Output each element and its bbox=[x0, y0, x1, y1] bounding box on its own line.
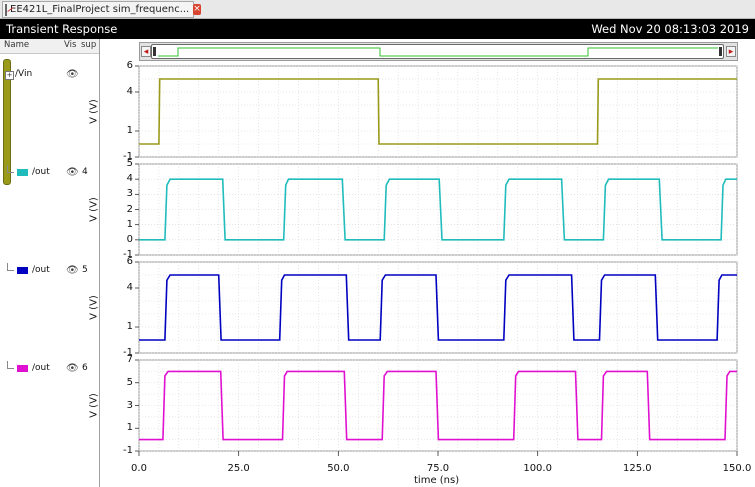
x-tick-label: 0.0 bbox=[131, 463, 147, 474]
y-tick-label: 3 bbox=[126, 188, 133, 200]
x-tick-label: 25.0 bbox=[227, 463, 250, 474]
waveform-window-icon bbox=[5, 3, 7, 16]
right-grip-handle[interactable] bbox=[719, 47, 722, 56]
x-tick-label: 150.0 bbox=[722, 463, 752, 474]
y-axis-title: V (V) bbox=[88, 98, 100, 124]
window-titlebar: Transient Response Wed Nov 20 08:13:03 2… bbox=[0, 19, 755, 39]
signal-list-panel: Name Vis sup + /Vin 👁 /out 👁 4 /out 👁 5 … bbox=[0, 39, 100, 487]
vertical-scrollbar-thumb[interactable] bbox=[3, 59, 11, 185]
y-axis-title: V (V) bbox=[88, 196, 100, 222]
x-axis-title: time (ns) bbox=[414, 475, 460, 486]
y-tick-label: -1 bbox=[123, 151, 133, 162]
column-sup-header[interactable]: sup bbox=[81, 40, 97, 50]
signal-trace bbox=[139, 178, 737, 241]
column-vis-header[interactable]: Vis bbox=[64, 40, 77, 50]
overview-trace bbox=[158, 47, 718, 57]
signal-row-vin[interactable]: + /Vin 👁 bbox=[0, 68, 99, 82]
tab-bar: EE421L_FinalProject sim_frequenc... × bbox=[0, 0, 755, 19]
y-tick-label: 5 bbox=[126, 376, 133, 388]
y-tick-label: 5 bbox=[126, 158, 133, 169]
close-icon[interactable]: × bbox=[193, 4, 201, 15]
color-swatch bbox=[17, 169, 28, 176]
y-tick-label: 1 bbox=[126, 125, 133, 136]
left-grip-handle[interactable] bbox=[153, 47, 156, 56]
x-tick-label: 100.0 bbox=[523, 463, 552, 474]
x-tick-label: 50.0 bbox=[327, 463, 350, 474]
window-title: Transient Response bbox=[6, 22, 118, 36]
eye-icon[interactable]: 👁 bbox=[66, 363, 79, 374]
column-name-header[interactable]: Name bbox=[4, 40, 30, 50]
y-tick-label: 4 bbox=[126, 86, 133, 97]
y-tick-label: -1 bbox=[123, 445, 133, 456]
color-swatch bbox=[17, 267, 28, 274]
tree-branch bbox=[7, 361, 14, 369]
scroll-right-arrow-icon[interactable]: ▸ bbox=[726, 46, 736, 57]
signal-list-header: Name Vis sup bbox=[0, 39, 99, 54]
x-tick-label: 125.0 bbox=[623, 463, 652, 474]
signal-name: /Vin bbox=[15, 69, 33, 79]
y-tick-label: -1 bbox=[123, 347, 133, 358]
y-axis-title: V (V) bbox=[88, 392, 100, 418]
timestamp: Wed Nov 20 08:13:03 2019 bbox=[591, 22, 749, 36]
signal-number: 6 bbox=[82, 363, 88, 373]
color-swatch bbox=[17, 365, 28, 372]
y-axis-title: V (V) bbox=[88, 294, 100, 320]
expand-icon[interactable]: + bbox=[5, 71, 14, 80]
tree-branch bbox=[7, 165, 14, 173]
y-tick-label: 3 bbox=[126, 399, 133, 411]
y-tick-label: 2 bbox=[126, 203, 133, 215]
signal-trace bbox=[139, 78, 737, 145]
y-tick-label: 1 bbox=[126, 422, 133, 434]
time-overview-scrollbar[interactable]: ◂ ▸ bbox=[139, 42, 738, 61]
signal-number: 5 bbox=[82, 265, 88, 275]
signal-name: /out bbox=[32, 363, 50, 373]
eye-icon[interactable]: 👁 bbox=[66, 167, 79, 178]
signal-name: /out bbox=[32, 265, 50, 275]
y-tick-label: 1 bbox=[126, 218, 133, 230]
tree-branch bbox=[7, 263, 14, 271]
y-tick-label: 4 bbox=[126, 282, 133, 293]
y-tick-label: 0 bbox=[126, 233, 133, 245]
y-tick-label: -1 bbox=[123, 249, 133, 260]
eye-icon[interactable]: 👁 bbox=[66, 69, 79, 80]
signal-trace bbox=[139, 370, 737, 441]
y-tick-label: 6 bbox=[126, 60, 133, 71]
y-tick-label: 1 bbox=[126, 321, 133, 332]
tab-sim-frequency[interactable]: EE421L_FinalProject sim_frequenc... × bbox=[2, 1, 201, 18]
signal-trace bbox=[139, 274, 737, 341]
signal-row-out-4[interactable]: /out 👁 4 bbox=[0, 165, 99, 180]
scroll-left-arrow-icon[interactable]: ◂ bbox=[141, 46, 151, 57]
scrollbar-thumb[interactable] bbox=[151, 44, 724, 59]
signal-number: 4 bbox=[82, 167, 88, 177]
y-tick-label: 6 bbox=[126, 256, 133, 267]
y-tick-label: 4 bbox=[126, 173, 133, 185]
signal-row-out-6[interactable]: /out 👁 6 bbox=[0, 361, 99, 376]
signal-row-out-5[interactable]: /out 👁 5 bbox=[0, 263, 99, 278]
tab-title: EE421L_FinalProject sim_frequenc... bbox=[10, 4, 190, 15]
x-tick-label: 75.0 bbox=[426, 463, 450, 474]
y-tick-label: 7 bbox=[126, 354, 133, 365]
signal-name: /out bbox=[32, 167, 50, 177]
eye-icon[interactable]: 👁 bbox=[66, 265, 79, 276]
